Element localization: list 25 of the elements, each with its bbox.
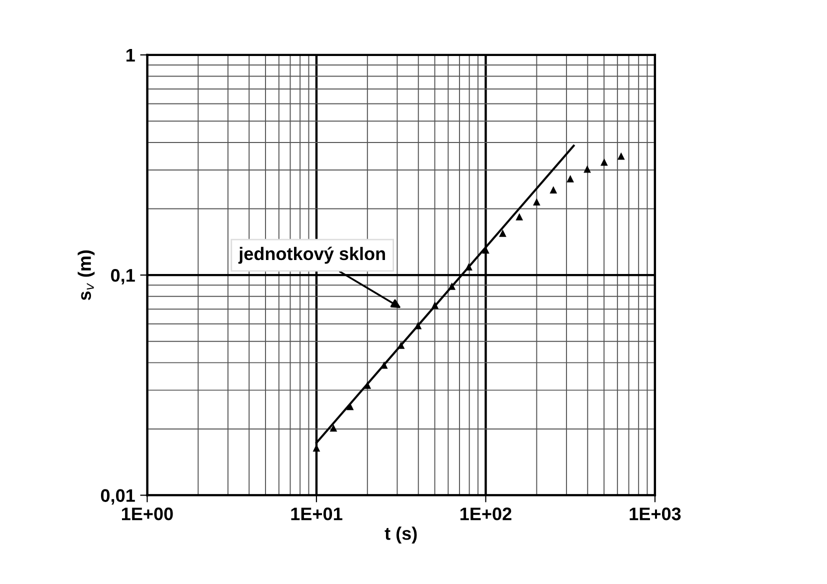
point (516, 213, 524, 220)
point (448, 282, 456, 290)
x-axis-title: t (s) (384, 526, 417, 544)
point (617, 152, 625, 160)
y-tick-label: 0,1 (111, 269, 135, 284)
annotation: jednotkový sklon (238, 246, 385, 264)
point (584, 165, 591, 173)
x-tick-label: 1E+02 (460, 508, 512, 520)
point (533, 198, 540, 206)
point (431, 301, 439, 309)
point (465, 263, 472, 270)
point (499, 229, 506, 237)
point (330, 424, 338, 432)
y-axis-title: s$_{v}$ (m) (78, 250, 95, 300)
y-tick-label: 1 (126, 49, 135, 62)
x-tick-label: 1E+01 (291, 508, 342, 520)
point (600, 158, 608, 166)
point (414, 322, 422, 330)
y-tick-label: 0,01 (100, 489, 135, 505)
x-tick-label: 1E+03 (630, 508, 681, 520)
point (550, 186, 558, 194)
point (397, 342, 405, 349)
x-tick-label: 1E+00 (122, 508, 173, 520)
point (364, 382, 372, 389)
point (566, 175, 574, 182)
